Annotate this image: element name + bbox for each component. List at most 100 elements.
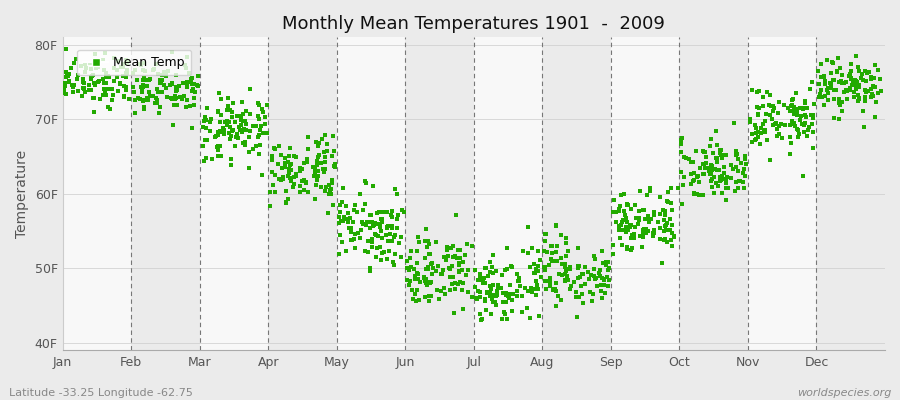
Point bbox=[821, 90, 835, 96]
Point bbox=[68, 59, 82, 66]
Point bbox=[239, 121, 254, 127]
Point bbox=[58, 46, 73, 52]
Point bbox=[365, 244, 380, 250]
Point bbox=[318, 159, 332, 165]
Point bbox=[558, 261, 572, 267]
Point bbox=[719, 152, 733, 158]
Point bbox=[588, 256, 602, 262]
Point bbox=[81, 82, 95, 88]
Point bbox=[481, 273, 495, 280]
Point bbox=[411, 296, 426, 303]
Point bbox=[436, 254, 451, 260]
Point bbox=[839, 79, 853, 85]
Point bbox=[461, 289, 475, 295]
Legend: Mean Temp: Mean Temp bbox=[77, 50, 191, 75]
Point bbox=[90, 62, 104, 68]
Point bbox=[202, 128, 217, 134]
Point bbox=[783, 108, 797, 114]
Point bbox=[446, 274, 461, 281]
Point bbox=[445, 281, 459, 288]
Point bbox=[98, 88, 112, 94]
Point bbox=[864, 73, 878, 80]
Point bbox=[460, 240, 474, 247]
Point bbox=[446, 254, 461, 260]
Point bbox=[856, 124, 870, 130]
Point bbox=[344, 224, 358, 231]
Point bbox=[714, 177, 728, 183]
Point bbox=[57, 82, 71, 88]
Point bbox=[154, 79, 168, 85]
Point bbox=[816, 74, 831, 80]
Point bbox=[229, 119, 243, 126]
Point bbox=[641, 216, 655, 222]
Point bbox=[400, 258, 414, 264]
Point bbox=[248, 143, 263, 149]
Point bbox=[199, 154, 213, 161]
Point bbox=[698, 160, 712, 167]
Point bbox=[545, 286, 560, 292]
Point bbox=[252, 102, 266, 108]
Point bbox=[371, 221, 385, 228]
Point bbox=[602, 277, 616, 284]
Point bbox=[61, 79, 76, 86]
Point bbox=[659, 222, 673, 228]
Point bbox=[213, 112, 228, 118]
Point bbox=[364, 238, 379, 245]
Point bbox=[253, 123, 267, 129]
Point bbox=[394, 254, 409, 260]
Point bbox=[713, 149, 727, 156]
Point bbox=[159, 84, 174, 91]
Point bbox=[272, 176, 286, 182]
Point bbox=[212, 142, 227, 149]
Point bbox=[456, 259, 471, 265]
Point bbox=[518, 284, 532, 291]
Point bbox=[594, 282, 608, 288]
Point bbox=[749, 136, 763, 142]
Point bbox=[110, 74, 124, 80]
Point bbox=[786, 108, 800, 114]
Point bbox=[214, 153, 229, 160]
Point bbox=[614, 222, 628, 228]
Point bbox=[573, 274, 588, 280]
Point bbox=[83, 60, 97, 66]
Point bbox=[719, 176, 733, 182]
Point bbox=[97, 50, 112, 56]
Point bbox=[469, 295, 483, 302]
Point bbox=[738, 152, 752, 159]
Point bbox=[612, 223, 626, 229]
Point bbox=[620, 226, 634, 232]
Point bbox=[328, 161, 343, 167]
Point bbox=[849, 78, 863, 84]
Point bbox=[126, 70, 140, 76]
Point bbox=[446, 243, 461, 249]
Point bbox=[854, 74, 868, 81]
Point bbox=[99, 70, 113, 76]
Point bbox=[545, 287, 560, 293]
Point bbox=[476, 278, 491, 284]
Point bbox=[542, 262, 556, 268]
Point bbox=[595, 274, 609, 281]
Point bbox=[78, 69, 93, 75]
Point bbox=[574, 271, 589, 277]
Point bbox=[99, 92, 113, 98]
Point bbox=[279, 188, 293, 194]
Point bbox=[268, 172, 283, 178]
Point bbox=[417, 274, 431, 280]
Point bbox=[689, 190, 704, 197]
Point bbox=[704, 178, 718, 184]
Point bbox=[58, 83, 73, 89]
Point bbox=[135, 81, 149, 88]
Point bbox=[662, 227, 677, 234]
Point bbox=[716, 190, 730, 196]
Point bbox=[559, 268, 573, 274]
Point bbox=[118, 73, 132, 79]
Point bbox=[418, 278, 433, 284]
Point bbox=[392, 240, 406, 247]
Bar bbox=[337, 37, 405, 350]
Point bbox=[153, 77, 167, 84]
Point bbox=[265, 169, 279, 175]
Point bbox=[843, 67, 858, 74]
Point bbox=[626, 231, 641, 238]
Point bbox=[286, 184, 301, 191]
Point bbox=[358, 201, 373, 207]
